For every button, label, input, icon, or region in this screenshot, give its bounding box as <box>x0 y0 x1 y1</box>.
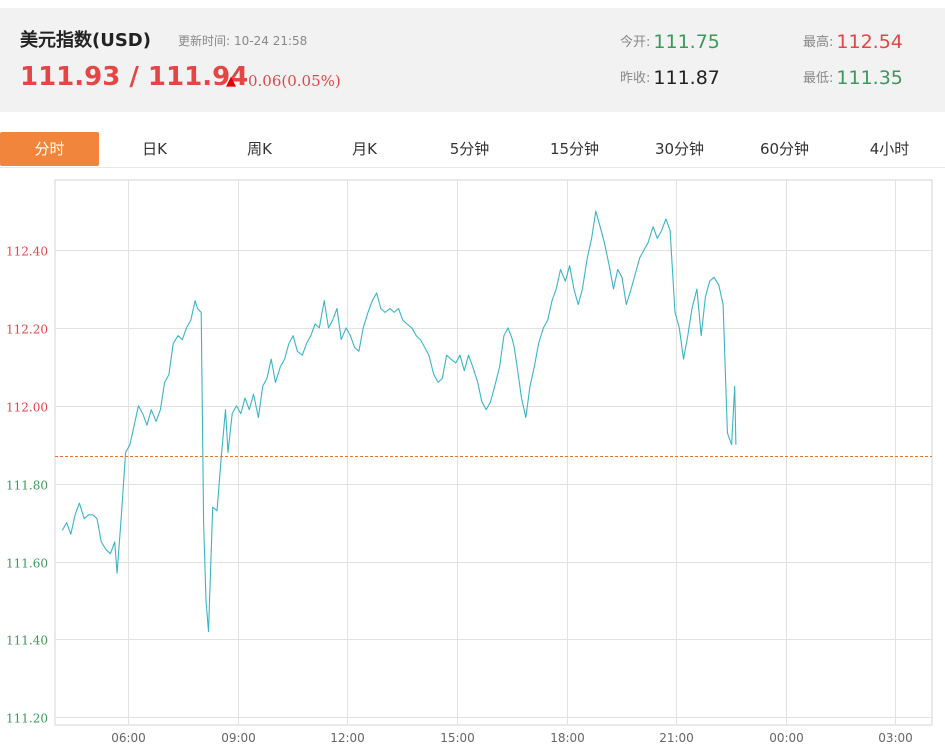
low-label: 最低: <box>803 71 834 86</box>
current-price: 111.93 / 111.94 <box>20 62 249 92</box>
prev-close-value: 111.87 <box>653 67 720 89</box>
x-tick-label: 15:00 <box>440 731 475 745</box>
tab-60min[interactable]: 60分钟 <box>759 140 810 158</box>
update-time-value: 10-24 21:58 <box>234 34 308 48</box>
y-tick-label: 111.40 <box>6 634 48 648</box>
x-tick-label: 06:00 <box>111 731 146 745</box>
y-tick-label: 112.00 <box>6 401 48 415</box>
low-value: 111.35 <box>836 67 903 89</box>
x-tick-label: 12:00 <box>330 731 365 745</box>
x-tick-label: 09:00 <box>221 731 256 745</box>
up-arrow-icon: ▲ <box>226 74 236 89</box>
tab-daily-k[interactable]: 日K <box>142 140 167 158</box>
x-tick-label: 21:00 <box>659 731 694 745</box>
low-stat: 最低: 111.35 <box>803 67 903 89</box>
tab-monthly-k[interactable]: 月K <box>352 140 377 158</box>
high-label: 最高: <box>803 35 834 50</box>
tab-15min[interactable]: 15分钟 <box>549 140 600 158</box>
x-tick-label: 18:00 <box>550 731 585 745</box>
x-tick-label: 03:00 <box>878 731 913 745</box>
open-stat: 今开: 111.75 <box>620 31 720 53</box>
y-tick-label: 111.60 <box>6 557 48 571</box>
intraday-chart: 112.40 112.20 112.00 111.80 111.60 111.40 111.… <box>6 179 933 745</box>
tab-intraday[interactable]: 分时 <box>0 132 99 166</box>
tab-30min[interactable]: 30分钟 <box>654 140 705 158</box>
instrument-title: 美元指数(USD) <box>20 30 151 51</box>
tab-weekly-k[interactable]: 周K <box>247 140 272 158</box>
open-value: 111.75 <box>653 31 720 53</box>
y-tick-label: 111.80 <box>6 479 48 493</box>
update-time-label: 更新时间: <box>178 34 231 48</box>
tab-4hour[interactable]: 4小时 <box>869 140 910 158</box>
y-tick-label: 112.20 <box>6 323 48 337</box>
update-time: 更新时间: 10-24 21:58 <box>178 32 307 49</box>
high-stat: 最高: 112.54 <box>803 31 903 53</box>
tabs-divider <box>0 167 945 168</box>
y-tick-label: 111.20 <box>6 712 48 726</box>
tab-5min[interactable]: 5分钟 <box>449 140 490 158</box>
plot-frame <box>54 179 933 726</box>
prev-close-stat: 昨收: 111.87 <box>620 67 720 89</box>
period-tabs: 分时 日K 周K 月K 5分钟 15分钟 30分钟 60分钟 4小时 <box>0 132 945 168</box>
high-value: 112.54 <box>836 31 903 53</box>
price-series-line <box>61 210 737 633</box>
x-tick-label: 00:00 <box>769 731 804 745</box>
y-tick-label: 112.40 <box>6 245 48 259</box>
quote-header: 美元指数(USD) 更新时间: 10-24 21:58 111.93 / 111.… <box>0 8 945 112</box>
open-label: 今开: <box>620 35 651 50</box>
prev-close-label: 昨收: <box>620 71 651 86</box>
price-change: 0.06(0.05%) <box>248 72 341 90</box>
